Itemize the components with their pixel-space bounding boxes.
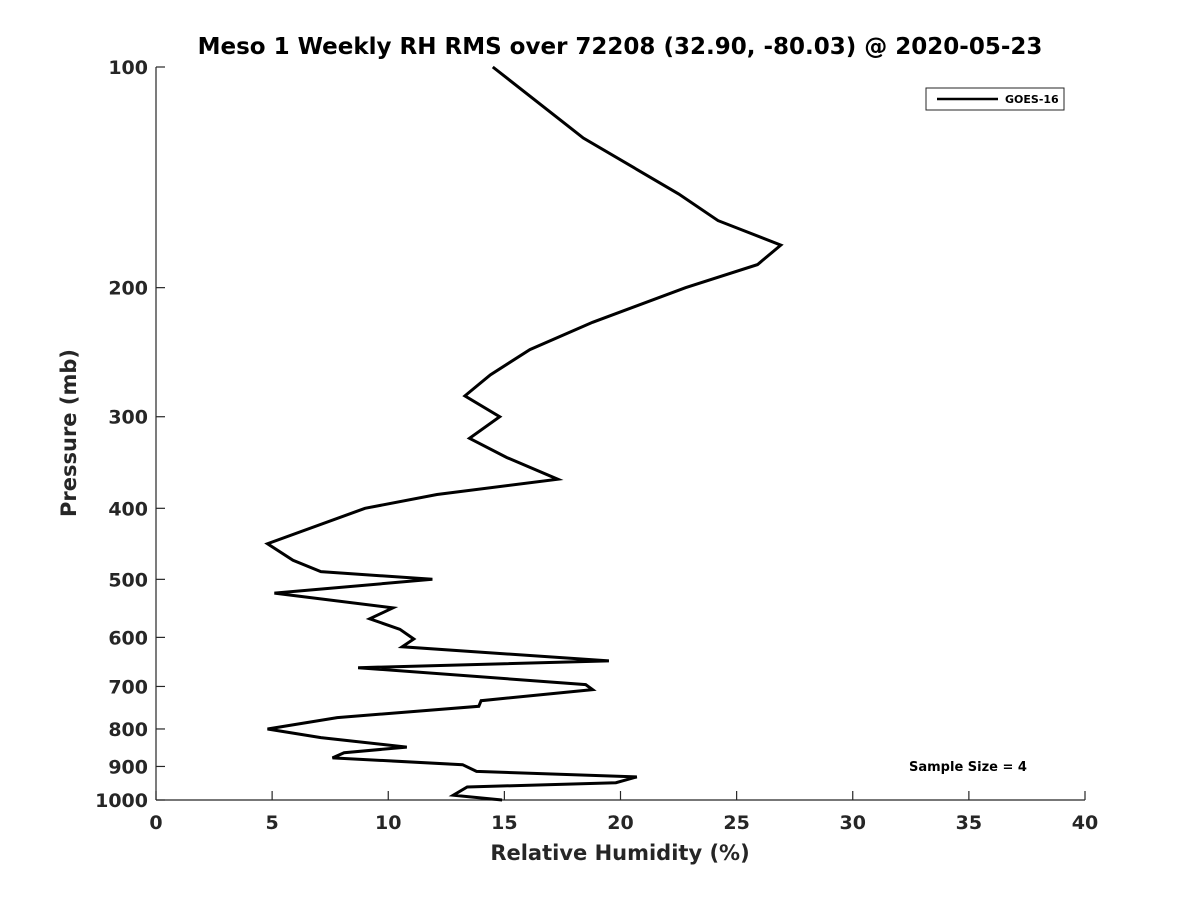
y-tick-label: 200 bbox=[108, 278, 148, 300]
x-tick-label: 5 bbox=[266, 812, 279, 834]
y-tick-label: 1000 bbox=[95, 790, 148, 812]
plot-area bbox=[156, 67, 1085, 800]
y-tick-label: 300 bbox=[108, 407, 148, 429]
y-tick-label: 500 bbox=[108, 569, 148, 591]
y-axis-ticks: 100 200 300 400 500 600 700 800 900 1000 bbox=[95, 57, 165, 812]
x-axis-label: Relative Humidity (%) bbox=[490, 841, 749, 865]
y-tick-label: 800 bbox=[108, 719, 148, 741]
y-tick-label: 600 bbox=[108, 627, 148, 649]
legend-label-goes-16: GOES-16 bbox=[1005, 93, 1059, 106]
y-axis-label: Pressure (mb) bbox=[57, 349, 81, 517]
y-tick-label: 100 bbox=[108, 57, 148, 79]
series-layer bbox=[264, 65, 784, 802]
x-tick-label: 15 bbox=[491, 812, 517, 834]
legend: GOES-16 bbox=[925, 87, 1065, 111]
x-tick-label: 20 bbox=[607, 812, 633, 834]
x-tick-label: 35 bbox=[956, 812, 982, 834]
series-line-goes-16 bbox=[264, 65, 784, 802]
sample-size-annotation: Sample Size = 4 bbox=[909, 760, 1027, 775]
x-tick-label: 30 bbox=[840, 812, 866, 834]
x-tick-label: 40 bbox=[1072, 812, 1098, 834]
y-tick-label: 700 bbox=[108, 676, 148, 698]
y-tick-label: 400 bbox=[108, 498, 148, 520]
x-tick-label: 25 bbox=[723, 812, 749, 834]
x-tick-label: 10 bbox=[375, 812, 401, 834]
x-tick-label: 0 bbox=[149, 812, 162, 834]
y-tick-label: 900 bbox=[108, 756, 148, 778]
chart-title: Meso 1 Weekly RH RMS over 72208 (32.90, … bbox=[198, 34, 1043, 60]
x-axis-ticks: 0 5 10 15 20 25 30 35 40 bbox=[149, 791, 1098, 834]
